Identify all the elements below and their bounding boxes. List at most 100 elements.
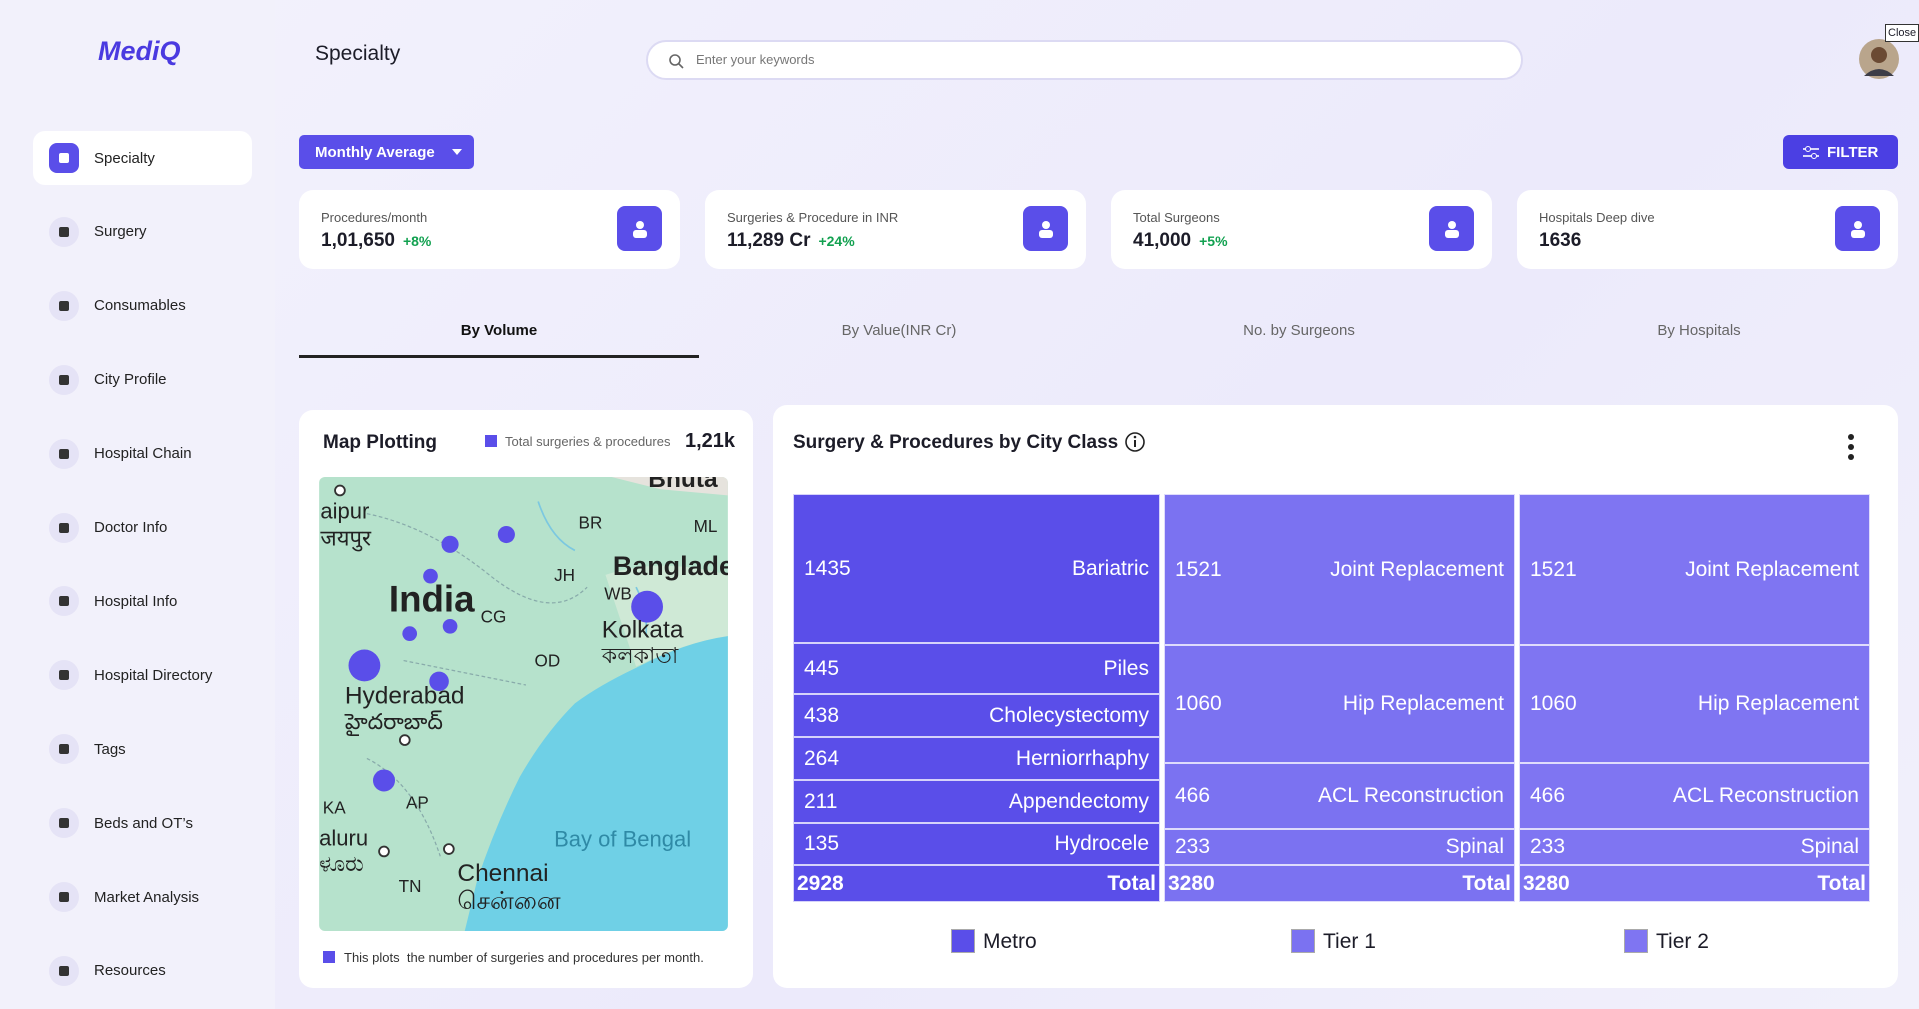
nav-item[interactable]: Beds and OT’s: [33, 796, 252, 850]
tree-cell[interactable]: 466 ACL Reconstruction: [1519, 763, 1870, 829]
nav-icon: [49, 290, 79, 321]
nav-item[interactable]: Hospital Info: [33, 574, 252, 628]
tree-cell[interactable]: 1521 Joint Replacement: [1519, 494, 1870, 645]
kpi-value: 1,01,650: [321, 230, 395, 251]
nav-icon: [49, 586, 79, 617]
nav-item[interactable]: Tags: [33, 722, 252, 776]
tab-underline: [299, 355, 699, 358]
nav-item[interactable]: Hospital Chain: [33, 427, 252, 481]
bubble: [348, 649, 381, 682]
legend-swatch: [485, 435, 497, 447]
nav-icon: [49, 216, 79, 247]
tab[interactable]: No. by Surgeons: [1243, 322, 1355, 339]
city-dot: [398, 734, 411, 746]
kpi-value-row: 11,289 Cr +24%: [727, 230, 855, 252]
total-value: 3280: [1168, 871, 1215, 895]
tree-cell[interactable]: 211 Appendectomy: [793, 780, 1160, 823]
nav-item[interactable]: Market Analysis: [33, 870, 252, 924]
glyph: [1850, 220, 1865, 238]
total-cell: 3280 Total: [1164, 865, 1515, 902]
nav-icon: [49, 955, 79, 986]
tree-cell[interactable]: 466 ACL Reconstruction: [1164, 763, 1515, 829]
map-label: কলকাতা: [601, 643, 679, 668]
tree-cell[interactable]: 1060 Hip Replacement: [1519, 645, 1870, 763]
tree-cell[interactable]: 445 Piles: [793, 643, 1160, 694]
city-class-title: Surgery & Procedures by City Class: [793, 432, 1119, 453]
legend-label: Metro: [983, 930, 1037, 953]
kpi-icon: [1023, 206, 1068, 251]
total-label: Total: [1817, 871, 1866, 895]
map-label: India: [389, 579, 475, 620]
total-label: Total: [1462, 871, 1511, 895]
map-card: Map Plotting Total surgeries & procedure…: [299, 410, 753, 988]
cell-label: Spinal: [1445, 835, 1504, 858]
map-label: WB: [604, 583, 632, 603]
city-dot: [334, 484, 346, 497]
map-label: JH: [554, 565, 575, 585]
nav-icon: [49, 438, 79, 469]
city-dot: [378, 845, 390, 858]
nav-label: Hospital Info: [94, 592, 178, 610]
cell-value: 211: [804, 789, 838, 813]
tree-cell[interactable]: 438 Cholecystectomy: [793, 694, 1160, 737]
nav-label: Tags: [94, 740, 126, 758]
tree-cell[interactable]: 1060 Hip Replacement: [1164, 645, 1515, 763]
kpi-icon: [1429, 206, 1474, 251]
nav-icon: [49, 512, 79, 543]
nav-icon: [49, 808, 79, 839]
glyph: [59, 448, 69, 459]
logo[interactable]: MediQ: [98, 36, 181, 66]
tree-cell[interactable]: 1435 Bariatric: [793, 494, 1160, 643]
caret: [452, 149, 462, 155]
glyph: [59, 153, 69, 163]
nav-item[interactable]: Specialty: [33, 131, 252, 185]
map-legend: Total surgeries & procedures: [505, 434, 671, 449]
glyph: [59, 596, 69, 607]
map-label: TN: [399, 876, 422, 896]
bubble: [429, 671, 449, 692]
nav-item[interactable]: Resources: [33, 944, 252, 998]
tab[interactable]: By Value(INR Cr): [841, 322, 957, 339]
cell-value: 438: [804, 703, 840, 727]
map-label: जयपुर: [320, 526, 372, 552]
cell-label: Cholecystectomy: [989, 703, 1149, 727]
map-label: హైదరాబాద్: [344, 709, 443, 736]
tab[interactable]: By Hospitals: [1657, 322, 1741, 339]
nav-item[interactable]: City Profile: [33, 353, 252, 407]
tree-cell[interactable]: 264 Herniorrhaphy: [793, 737, 1160, 780]
tree-cell[interactable]: 135 Hydrocele: [793, 823, 1160, 865]
cell-label: Piles: [1103, 656, 1149, 680]
filter-button[interactable]: FILTER: [1783, 135, 1898, 169]
kpi-change: +8%: [402, 233, 432, 249]
search-box[interactable]: Enter your keywords: [646, 40, 1523, 80]
glyph: [1038, 220, 1053, 238]
tree-cell[interactable]: 1521 Joint Replacement: [1164, 494, 1515, 645]
cell-value: 1060: [1530, 692, 1577, 715]
tree-cell[interactable]: 233 Spinal: [1164, 829, 1515, 865]
info-icon[interactable]: [1124, 431, 1146, 453]
more-menu[interactable]: [1846, 433, 1856, 463]
nav-item[interactable]: Doctor Info: [33, 501, 252, 555]
nav-label: Hospital Chain: [94, 445, 192, 463]
cell-label: Herniorrhaphy: [1015, 746, 1149, 770]
nav-icon: [49, 734, 79, 765]
nav-item[interactable]: Consumables: [33, 279, 252, 333]
tree-cell[interactable]: 233 Spinal: [1519, 829, 1870, 865]
kpi-value-row: 1636: [1539, 230, 1581, 252]
dropdown[interactable]: Monthly Average: [299, 135, 474, 169]
cell-value: 466: [1530, 784, 1566, 807]
cell-value: 233: [1175, 835, 1211, 858]
nav-item[interactable]: Surgery: [33, 205, 252, 259]
cell-label: ACL Reconstruction: [1318, 784, 1504, 807]
sidebar: MediQ Specialty Surgery Consumables City Pr…: [0, 0, 275, 1009]
nav-item[interactable]: Hospital Directory: [33, 648, 252, 702]
map-label: Bay of Bengal: [554, 827, 691, 852]
map-title: Map Plotting: [323, 432, 437, 453]
close-button[interactable]: Close: [1885, 24, 1919, 42]
tab[interactable]: By Volume: [460, 322, 538, 339]
avatar[interactable]: [1858, 38, 1900, 80]
kpi-card: Total Surgeons 41,000 +5%: [1111, 190, 1492, 269]
map-label: சென்னை: [457, 888, 560, 915]
legend-swatch: [1624, 929, 1648, 953]
